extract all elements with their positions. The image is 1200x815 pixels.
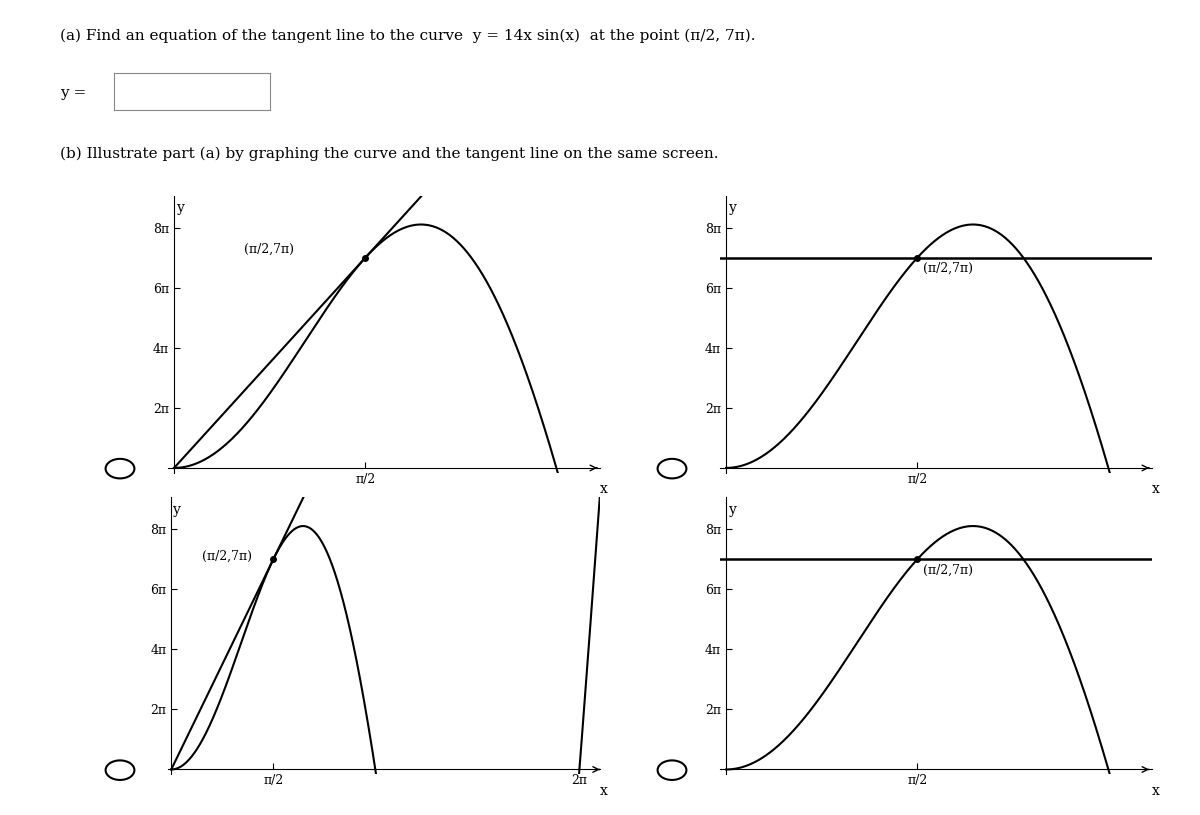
Text: (π/2,7π): (π/2,7π) bbox=[923, 262, 973, 275]
Text: (b) Illustrate part (a) by graphing the curve and the tangent line on the same s: (b) Illustrate part (a) by graphing the … bbox=[60, 147, 719, 161]
Text: (a) Find an equation of the tangent line to the curve  y = 14x sin(x)  at the po: (a) Find an equation of the tangent line… bbox=[60, 29, 756, 43]
Text: x: x bbox=[600, 784, 608, 798]
Text: y: y bbox=[728, 201, 737, 215]
Text: y =: y = bbox=[60, 86, 86, 99]
Text: x: x bbox=[1152, 482, 1160, 496]
Text: (π/2,7π): (π/2,7π) bbox=[923, 564, 973, 577]
Text: x: x bbox=[1152, 784, 1160, 798]
Text: x: x bbox=[600, 482, 608, 496]
Text: y: y bbox=[728, 503, 737, 517]
Text: (π/2,7π): (π/2,7π) bbox=[202, 549, 252, 562]
Text: y: y bbox=[173, 503, 180, 517]
Text: (π/2,7π): (π/2,7π) bbox=[244, 243, 294, 256]
Text: y: y bbox=[176, 201, 185, 215]
